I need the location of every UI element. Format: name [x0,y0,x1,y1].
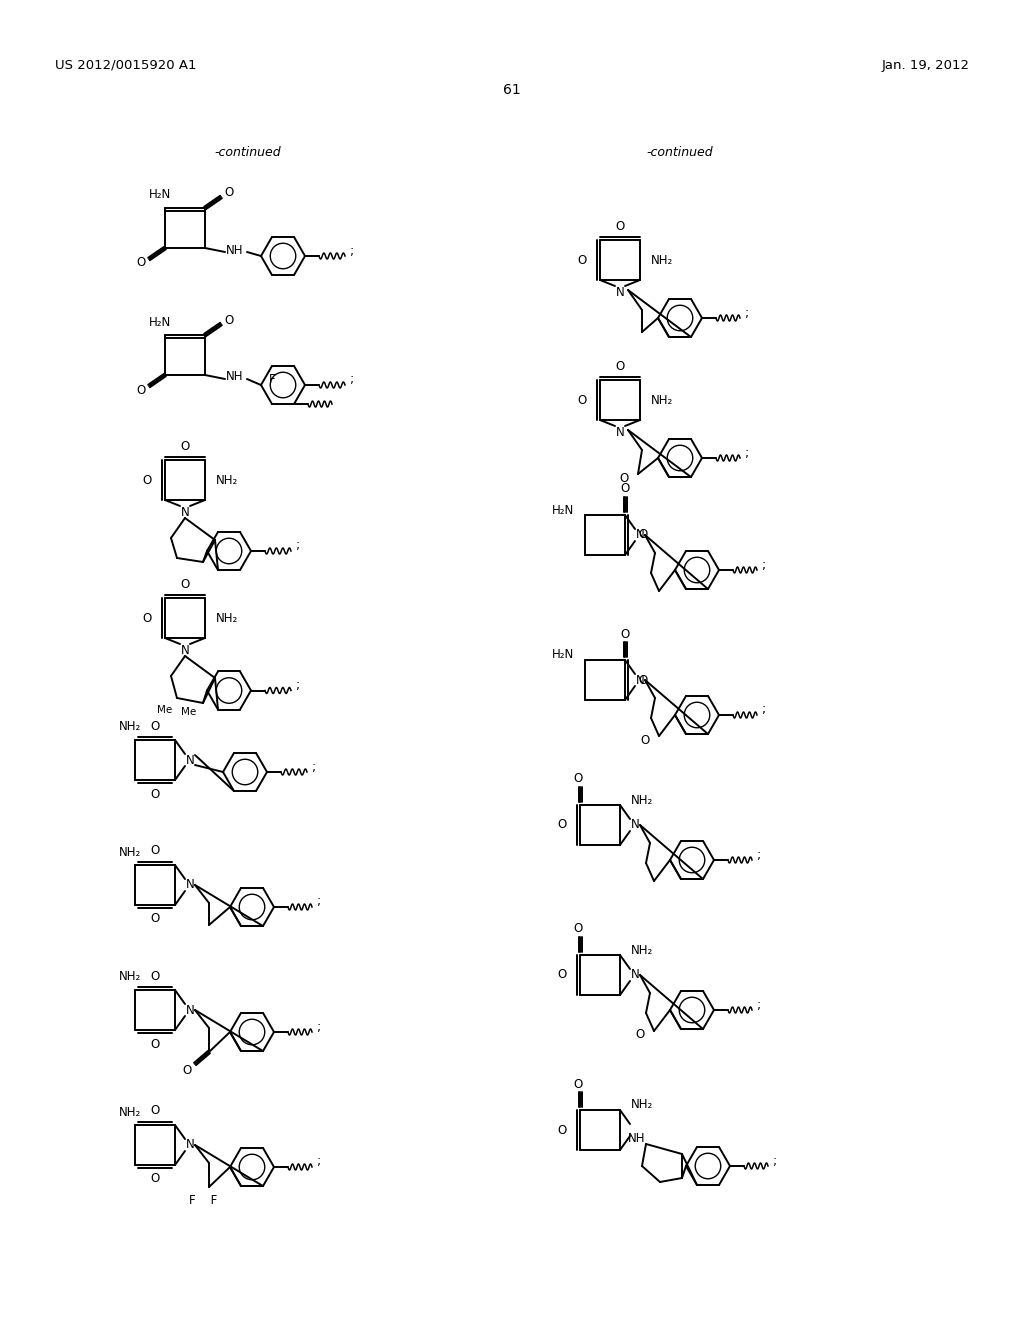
Text: O: O [151,845,160,858]
Text: H₂N: H₂N [148,315,171,329]
Text: O: O [151,1038,160,1051]
Text: NH₂: NH₂ [631,1098,653,1111]
Text: O: O [573,772,583,785]
Text: NH: NH [629,1131,646,1144]
Text: O: O [615,219,625,232]
Text: O: O [621,627,630,640]
Text: NH₂: NH₂ [631,793,653,807]
Text: ;: ; [757,849,761,862]
Text: N: N [185,1138,195,1151]
Text: O: O [640,734,649,747]
Text: O: O [151,1172,160,1185]
Text: NH₂: NH₂ [651,393,673,407]
Text: NH₂: NH₂ [119,970,141,983]
Text: N: N [180,644,189,656]
Text: O: O [615,359,625,372]
Text: Me: Me [181,708,197,717]
Text: NH: NH [226,243,244,256]
Text: N: N [631,818,639,832]
Text: O: O [142,611,152,624]
Text: ;: ; [316,1155,322,1168]
Text: -continued: -continued [215,145,282,158]
Text: Me: Me [158,705,173,715]
Text: O: O [151,719,160,733]
Text: N: N [636,528,644,541]
Text: O: O [635,1028,645,1041]
Text: N: N [615,425,625,438]
Text: N: N [615,285,625,298]
Text: O: O [578,253,587,267]
Text: ;: ; [296,678,300,692]
Text: ;: ; [350,374,354,387]
Text: O: O [224,314,233,326]
Text: ;: ; [316,895,322,908]
Text: O: O [151,1105,160,1118]
Text: ;: ; [744,306,750,319]
Text: O: O [638,528,647,541]
Text: NH₂: NH₂ [651,253,673,267]
Text: H₂N: H₂N [148,189,171,202]
Text: 61: 61 [503,83,521,96]
Text: H₂N: H₂N [552,503,574,516]
Text: N: N [631,969,639,982]
Text: ;: ; [296,540,300,553]
Text: O: O [621,483,630,495]
Text: ;: ; [316,1020,322,1034]
Text: N: N [180,506,189,519]
Text: O: O [578,393,587,407]
Text: -continued: -continued [647,145,714,158]
Text: O: O [620,471,629,484]
Text: ;: ; [757,998,761,1011]
Text: N: N [185,879,195,891]
Text: O: O [142,474,152,487]
Text: O: O [557,1123,566,1137]
Text: NH: NH [226,371,244,384]
Text: O: O [180,440,189,453]
Text: O: O [182,1064,191,1077]
Text: O: O [573,923,583,936]
Text: F    F: F F [188,1195,217,1208]
Text: O: O [136,256,145,269]
Text: N: N [185,1003,195,1016]
Text: O: O [557,969,566,982]
Text: Jan. 19, 2012: Jan. 19, 2012 [882,58,970,71]
Text: N: N [636,673,644,686]
Text: US 2012/0015920 A1: US 2012/0015920 A1 [55,58,197,71]
Text: O: O [180,578,189,590]
Text: O: O [557,818,566,832]
Text: NH₂: NH₂ [216,611,239,624]
Text: O: O [638,673,647,686]
Text: ;: ; [312,760,316,774]
Text: ;: ; [773,1155,777,1167]
Text: NH₂: NH₂ [216,474,239,487]
Text: N: N [185,754,195,767]
Text: ;: ; [762,704,766,717]
Text: NH₂: NH₂ [119,846,141,858]
Text: ;: ; [350,244,354,257]
Text: O: O [151,912,160,925]
Text: F: F [268,374,275,387]
Text: NH₂: NH₂ [631,944,653,957]
Text: ;: ; [744,446,750,459]
Text: O: O [224,186,233,199]
Text: O: O [573,1077,583,1090]
Text: NH₂: NH₂ [119,1106,141,1118]
Text: O: O [151,969,160,982]
Text: H₂N: H₂N [552,648,574,661]
Text: ;: ; [762,558,766,572]
Text: NH₂: NH₂ [119,721,141,734]
Text: O: O [151,788,160,800]
Text: O: O [136,384,145,396]
